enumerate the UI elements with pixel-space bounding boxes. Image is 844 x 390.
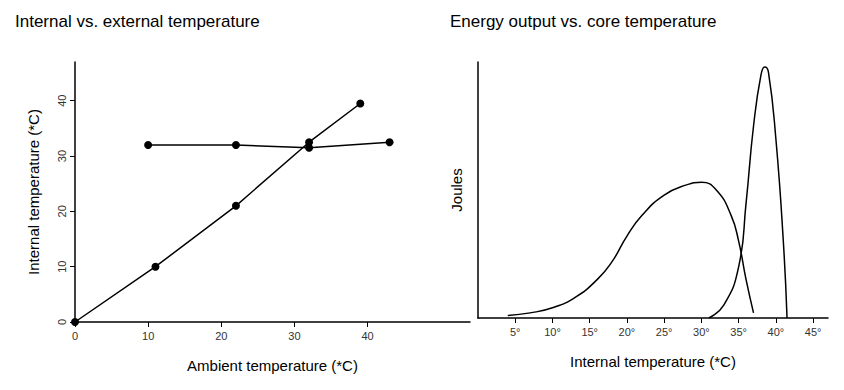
svg-text:0: 0: [56, 319, 68, 325]
svg-text:40: 40: [56, 95, 68, 107]
svg-text:10°: 10°: [544, 326, 561, 338]
svg-text:30: 30: [56, 150, 68, 162]
svg-text:Ambient temperature (*C): Ambient temperature (*C): [187, 357, 358, 374]
svg-text:Internal vs. external temperat: Internal vs. external temperature: [15, 12, 260, 31]
svg-text:20°: 20°: [619, 326, 636, 338]
svg-text:5°: 5°: [510, 326, 521, 338]
svg-text:0: 0: [72, 330, 78, 342]
svg-text:30: 30: [288, 330, 300, 342]
svg-text:Internal temperature (*C): Internal temperature (*C): [25, 109, 42, 275]
svg-text:35°: 35°: [730, 326, 747, 338]
svg-text:10: 10: [142, 330, 154, 342]
svg-text:Joules: Joules: [448, 168, 465, 211]
svg-text:10: 10: [56, 261, 68, 273]
svg-text:20: 20: [56, 205, 68, 217]
svg-text:20: 20: [215, 330, 227, 342]
svg-text:40: 40: [361, 330, 373, 342]
svg-text:15°: 15°: [581, 326, 598, 338]
svg-text:25°: 25°: [656, 326, 673, 338]
svg-text:45°: 45°: [805, 326, 822, 338]
svg-text:30°: 30°: [693, 326, 710, 338]
svg-text:Energy output vs. core tempera: Energy output vs. core temperature: [450, 12, 716, 31]
svg-text:Internal temperature (*C): Internal temperature (*C): [570, 353, 736, 370]
svg-text:40°: 40°: [768, 326, 785, 338]
